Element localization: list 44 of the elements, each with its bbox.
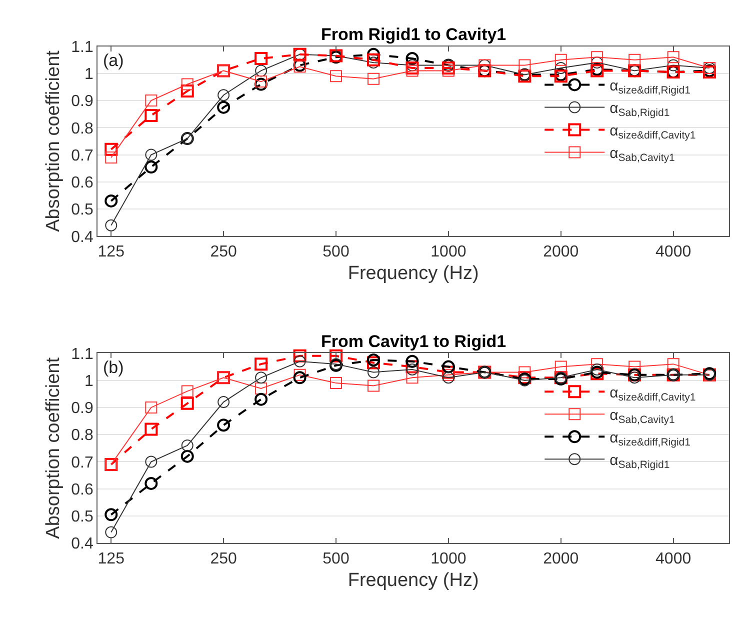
y-tick-label: 0.5 <box>71 508 94 526</box>
legend-label: α$_{size&diff,Rigid1}$ <box>610 78 691 97</box>
y-axis-title: Absorption coefficient <box>43 356 64 539</box>
x-tick-label: 4000 <box>656 550 692 568</box>
y-tick-label: 0.7 <box>71 147 94 164</box>
chart-title: From Rigid1 to Cavity1 <box>321 25 506 44</box>
x-tick-label: 2000 <box>543 243 579 260</box>
x-axis-title: Frequency (Hz) <box>348 263 479 284</box>
y-tick-label: 1 <box>84 372 94 390</box>
x-tick-label: 250 <box>210 550 238 568</box>
y-tick-label: 1 <box>84 66 94 84</box>
x-tick-label: 125 <box>98 550 125 568</box>
x-tick-label: 2000 <box>543 550 579 568</box>
x-tick-label: 4000 <box>656 243 692 260</box>
annotation: (a) <box>103 51 124 70</box>
x-tick-label: 500 <box>322 243 350 260</box>
y-tick-label: 0.4 <box>71 228 94 246</box>
legend-label: α$_{Sab,Cavity1}$ <box>610 406 676 426</box>
y-tick-label: 0.6 <box>71 174 94 192</box>
y-tick-label: 1.1 <box>71 38 94 56</box>
y-tick-label: 0.9 <box>71 400 94 418</box>
x-tick-label: 1000 <box>430 243 466 260</box>
x-tick-label: 500 <box>322 550 350 568</box>
y-tick-label: 0.9 <box>71 93 94 110</box>
annotation: (b) <box>103 358 124 377</box>
legend-label: α$_{size&diff,Cavity1}$ <box>610 122 696 142</box>
x-axis-title: Frequency (Hz) <box>348 570 479 592</box>
legend-label: α$_{size&diff,Rigid1}$ <box>610 429 691 449</box>
y-axis-title: Absorption coefficient <box>43 50 64 232</box>
legend-label: α$_{size&diff,Cavity1}$ <box>610 384 696 404</box>
y-tick-label: 0.6 <box>71 481 94 498</box>
chart-title: From Cavity1 to Rigid1 <box>321 332 506 351</box>
x-tick-label: 250 <box>210 243 238 260</box>
y-tick-label: 0.5 <box>71 202 94 219</box>
legend-label: α$_{Sab,Rigid1}$ <box>610 100 670 120</box>
y-tick-label: 0.8 <box>71 427 94 444</box>
y-tick-label: 1.1 <box>71 346 94 363</box>
y-tick-label: 0.8 <box>71 120 94 138</box>
y-tick-label: 0.7 <box>71 454 94 472</box>
x-tick-label: 1000 <box>430 550 466 568</box>
x-tick-label: 125 <box>98 243 125 260</box>
legend-label: α$_{Sab,Cavity1}$ <box>610 145 676 164</box>
legend-label: α$_{Sab,Rigid1}$ <box>610 452 670 472</box>
y-tick-label: 0.4 <box>71 536 94 553</box>
